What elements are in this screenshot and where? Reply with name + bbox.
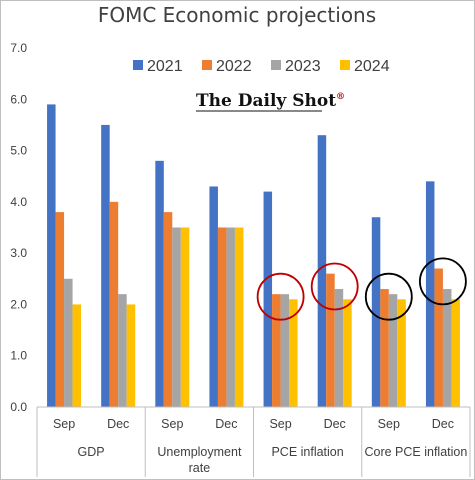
category-label: Sep bbox=[161, 417, 183, 431]
category-label: Sep bbox=[269, 417, 291, 431]
bar-2022 bbox=[217, 227, 227, 407]
bar-2021 bbox=[371, 217, 381, 407]
y-tick-label: 1.0 bbox=[10, 349, 27, 363]
y-axis: 0.0 1.0 2.0 3.0 4.0 5.0 6.0 7.0 bbox=[10, 41, 27, 414]
group-label: GDP bbox=[78, 445, 105, 459]
bar-2021 bbox=[317, 135, 327, 407]
category-label: Dec bbox=[107, 417, 129, 431]
bar-2022 bbox=[163, 212, 173, 407]
y-tick-label: 0.0 bbox=[10, 400, 27, 414]
y-tick-label: 2.0 bbox=[10, 297, 27, 311]
bar-2021 bbox=[425, 181, 435, 407]
y-tick-label: 5.0 bbox=[10, 144, 27, 158]
bars bbox=[47, 104, 460, 408]
bar-2021 bbox=[209, 186, 218, 407]
bar-2023 bbox=[388, 294, 398, 407]
bar-2021 bbox=[155, 160, 164, 407]
bar-2024 bbox=[180, 227, 190, 407]
bar-2024 bbox=[234, 227, 244, 407]
bar-2022 bbox=[434, 268, 443, 407]
bar-2023 bbox=[226, 227, 235, 407]
group-label: PCE inflation bbox=[271, 445, 343, 459]
bar-2023 bbox=[334, 289, 344, 407]
group-label: Core PCE inflation bbox=[364, 445, 467, 459]
y-tick-label: 6.0 bbox=[10, 92, 27, 106]
annotation-circle bbox=[256, 272, 305, 321]
annotation-circle bbox=[310, 262, 359, 311]
group-label: rate bbox=[189, 461, 211, 475]
bar-2021 bbox=[101, 124, 110, 408]
legend-label-2024: 2024 bbox=[354, 58, 390, 75]
bar-2022 bbox=[55, 212, 65, 407]
category-label: Dec bbox=[432, 417, 454, 431]
bar-2023 bbox=[118, 294, 127, 407]
bar-2021 bbox=[47, 104, 56, 407]
legend-swatch-2022 bbox=[202, 60, 212, 70]
watermark-registered-mark: ® bbox=[336, 92, 345, 102]
bar-2022 bbox=[272, 294, 281, 407]
category-label: Dec bbox=[215, 417, 237, 431]
annotation-circle bbox=[364, 272, 413, 321]
legend-label-2022: 2022 bbox=[216, 58, 252, 75]
category-label: Sep bbox=[53, 417, 75, 431]
legend-label-2023: 2023 bbox=[285, 58, 321, 75]
bar-2024 bbox=[451, 299, 460, 407]
category-label: Sep bbox=[378, 417, 400, 431]
annotations bbox=[256, 257, 467, 321]
group-label: Unemployment bbox=[157, 445, 242, 459]
bar-2022 bbox=[109, 201, 119, 407]
annotation-circle bbox=[418, 257, 467, 306]
y-tick-label: 7.0 bbox=[10, 41, 27, 55]
bar-2023 bbox=[172, 227, 181, 407]
y-tick-label: 4.0 bbox=[10, 195, 27, 209]
watermark: The Daily Shot® bbox=[196, 91, 345, 111]
bar-2021 bbox=[263, 191, 273, 407]
legend-swatch-2023 bbox=[271, 60, 281, 70]
watermark-text: The Daily Shot bbox=[196, 91, 336, 111]
bar-2024 bbox=[397, 299, 406, 407]
bar-2023 bbox=[442, 289, 452, 407]
bar-2023 bbox=[64, 278, 73, 407]
category-label: Dec bbox=[324, 417, 346, 431]
legend-swatch-2021 bbox=[133, 60, 143, 70]
bar-2022 bbox=[326, 273, 335, 407]
bar-2023 bbox=[280, 294, 290, 407]
chart-title: FOMC Economic projections bbox=[98, 3, 376, 27]
legend: 2021 2022 2023 2024 bbox=[133, 58, 390, 75]
legend-swatch-2024 bbox=[340, 60, 350, 70]
bar-2024 bbox=[72, 304, 82, 407]
y-tick-label: 3.0 bbox=[10, 246, 27, 260]
bar-2024 bbox=[289, 299, 298, 407]
bar-2024 bbox=[343, 299, 352, 407]
bar-2022 bbox=[380, 289, 389, 407]
bar-2024 bbox=[126, 304, 136, 407]
legend-label-2021: 2021 bbox=[147, 58, 183, 75]
